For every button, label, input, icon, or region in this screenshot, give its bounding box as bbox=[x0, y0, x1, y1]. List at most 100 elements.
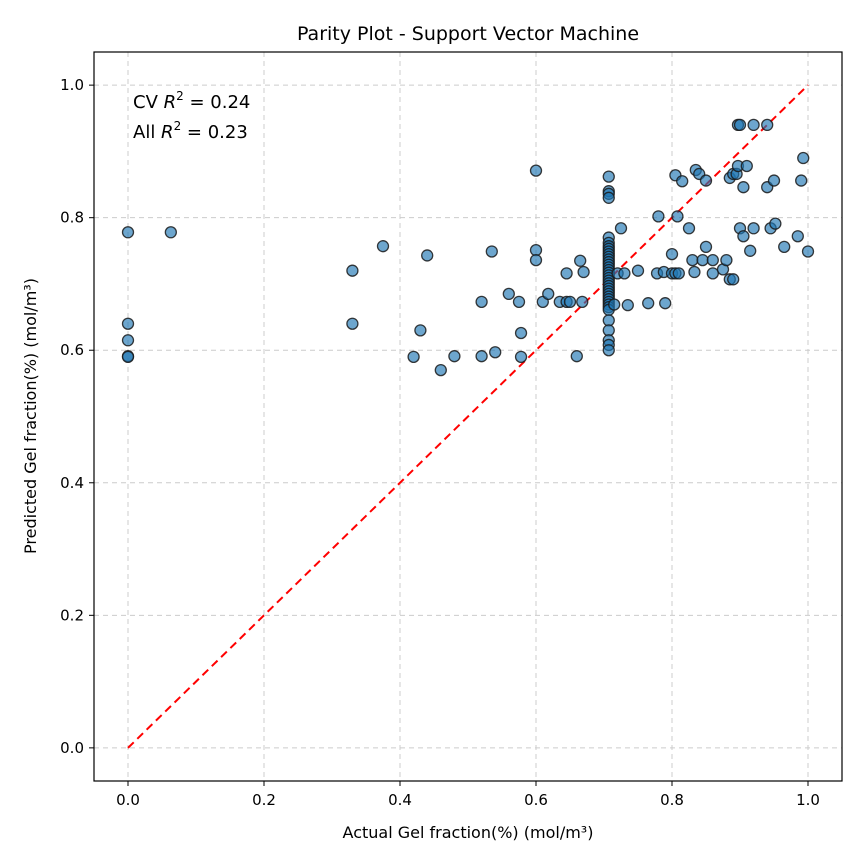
data-point bbox=[737, 181, 750, 194]
data-point bbox=[512, 295, 526, 308]
x-tick-label: 0.8 bbox=[660, 791, 684, 809]
data-point bbox=[778, 240, 791, 253]
cv-prefix: CV bbox=[133, 92, 164, 113]
all-r-exp: 2 bbox=[174, 119, 182, 133]
x-tick-label: 0.6 bbox=[524, 791, 548, 809]
data-point bbox=[621, 299, 634, 312]
data-point bbox=[767, 174, 781, 187]
x-tick-label: 1.0 bbox=[796, 791, 820, 809]
data-point bbox=[414, 324, 427, 337]
data-point bbox=[652, 210, 665, 223]
data-point bbox=[797, 151, 810, 165]
data-point bbox=[376, 240, 390, 253]
data-point bbox=[421, 249, 434, 262]
data-point bbox=[747, 222, 760, 235]
data-point bbox=[614, 222, 628, 235]
data-point bbox=[121, 350, 135, 364]
y-tick-label: 1.0 bbox=[60, 76, 84, 94]
data-point bbox=[529, 164, 543, 177]
data-point bbox=[720, 253, 733, 267]
data-point bbox=[407, 350, 420, 364]
all-r-symbol: R bbox=[161, 122, 174, 143]
y-tick-label: 0.4 bbox=[60, 474, 84, 492]
data-point bbox=[795, 174, 808, 187]
data-point bbox=[121, 334, 135, 347]
data-point bbox=[448, 350, 461, 363]
x-axis-label: Actual Gel fraction(%) (mol/m³) bbox=[343, 823, 594, 842]
y-tick-label: 0.6 bbox=[60, 341, 84, 359]
data-point bbox=[699, 240, 713, 253]
y-tick-label: 0.0 bbox=[60, 739, 84, 757]
data-point bbox=[761, 118, 774, 132]
x-axis-ticks: 0.0 0.2 0.4 0.6 0.8 1.0 bbox=[116, 781, 820, 809]
reference-line-group bbox=[127, 84, 809, 749]
y-tick-label: 0.2 bbox=[60, 606, 84, 624]
data-point bbox=[642, 297, 655, 310]
data-point bbox=[164, 226, 177, 239]
cv-value: = 0.24 bbox=[184, 92, 251, 113]
plot-frame bbox=[93, 51, 843, 782]
data-point bbox=[576, 295, 589, 308]
data-point bbox=[737, 230, 750, 243]
data-point bbox=[563, 295, 577, 308]
grid-lines bbox=[94, 52, 842, 781]
data-point bbox=[602, 191, 615, 204]
data-point bbox=[514, 350, 528, 364]
data-point bbox=[801, 245, 815, 258]
data-point bbox=[688, 265, 701, 279]
data-point bbox=[733, 118, 747, 132]
data-point bbox=[542, 287, 555, 301]
identity-reference-line bbox=[127, 84, 809, 749]
data-point bbox=[489, 346, 502, 359]
all-prefix: All bbox=[133, 122, 161, 143]
data-point bbox=[676, 175, 689, 188]
data-point bbox=[659, 297, 672, 310]
data-point bbox=[434, 363, 447, 377]
data-point bbox=[475, 350, 488, 363]
data-point bbox=[740, 159, 753, 173]
data-point bbox=[560, 267, 573, 280]
data-point bbox=[682, 222, 696, 235]
y-axis-ticks: 0.0 0.2 0.4 0.6 0.8 1.0 bbox=[60, 76, 94, 757]
data-point bbox=[791, 230, 804, 243]
data-point bbox=[665, 247, 679, 261]
y-tick-label: 0.8 bbox=[60, 209, 84, 227]
x-tick-label: 0.2 bbox=[252, 791, 276, 809]
data-point bbox=[744, 244, 757, 257]
data-point bbox=[574, 254, 587, 267]
all-r2-annotation: All R2 = 0.23 bbox=[133, 119, 248, 143]
y-axis-label: Predicted Gel fraction(%) (mol/m³) bbox=[21, 278, 40, 554]
data-point bbox=[346, 317, 359, 330]
data-point bbox=[696, 253, 709, 267]
data-point bbox=[699, 174, 713, 187]
data-point bbox=[570, 350, 583, 363]
data-point bbox=[577, 265, 590, 279]
data-point bbox=[727, 273, 740, 286]
data-point bbox=[671, 210, 684, 223]
scatter-points bbox=[121, 118, 815, 377]
data-point bbox=[706, 267, 719, 280]
cv-r-symbol: R bbox=[164, 92, 177, 113]
all-value: = 0.23 bbox=[181, 122, 248, 143]
x-tick-label: 0.4 bbox=[388, 791, 412, 809]
data-point bbox=[672, 267, 685, 280]
data-point bbox=[602, 170, 615, 183]
data-point bbox=[686, 253, 699, 267]
x-tick-label: 0.0 bbox=[116, 791, 140, 809]
data-point bbox=[747, 118, 760, 132]
data-point bbox=[608, 298, 621, 311]
cv-r-exp: 2 bbox=[176, 89, 184, 103]
data-point bbox=[769, 217, 782, 230]
data-point bbox=[529, 253, 543, 267]
data-point bbox=[706, 253, 719, 267]
data-point bbox=[346, 264, 359, 277]
data-point bbox=[502, 287, 515, 301]
data-point bbox=[485, 245, 498, 258]
data-point bbox=[475, 295, 488, 308]
data-point bbox=[514, 326, 528, 340]
cv-r2-annotation: CV R2 = 0.24 bbox=[133, 89, 250, 113]
data-point bbox=[631, 264, 645, 277]
data-point bbox=[618, 267, 631, 280]
data-point bbox=[121, 317, 135, 330]
